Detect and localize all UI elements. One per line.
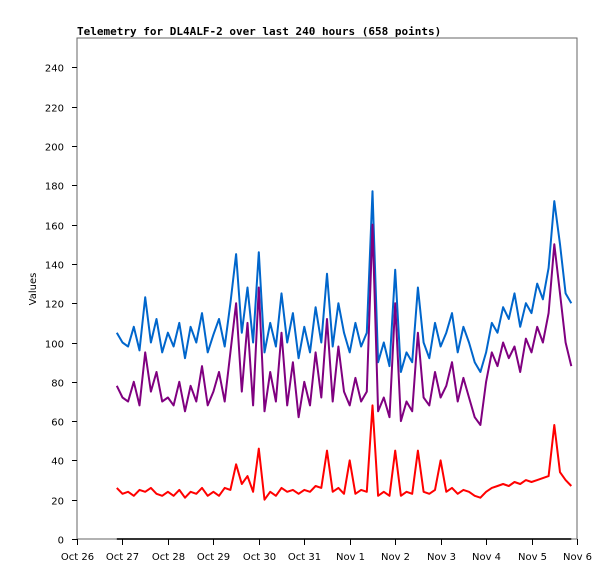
x-tick-label: Oct 26 bbox=[61, 552, 94, 563]
chart-title: Telemetry for DL4ALF-2 over last 240 hou… bbox=[77, 25, 441, 38]
x-tick-label: Oct 30 bbox=[243, 552, 276, 563]
series-line-purple bbox=[115, 223, 573, 426]
y-tick-label: 180 bbox=[45, 182, 64, 193]
y-axis-label: Values bbox=[28, 273, 39, 306]
x-tick-label: Nov 2 bbox=[381, 552, 410, 563]
y-tick-label: 40 bbox=[51, 457, 64, 468]
x-tick-label: Oct 28 bbox=[152, 552, 185, 563]
x-tick-label: Nov 6 bbox=[563, 552, 592, 563]
y-tick-label: 80 bbox=[51, 379, 64, 390]
plot-frame bbox=[76, 37, 578, 540]
x-tick-label: Nov 5 bbox=[518, 552, 547, 563]
y-tick-label: 200 bbox=[45, 143, 64, 154]
x-tick-label: Oct 29 bbox=[197, 552, 230, 563]
y-tick-label: 140 bbox=[45, 261, 64, 272]
x-tick-label: Nov 3 bbox=[427, 552, 456, 563]
y-tick-label: 100 bbox=[45, 340, 64, 351]
y-tick-label: 60 bbox=[51, 418, 64, 429]
series-line-blue bbox=[115, 190, 573, 373]
y-tick-label: 160 bbox=[45, 222, 64, 233]
x-tick-label: Oct 27 bbox=[106, 552, 139, 563]
y-tick-label: 20 bbox=[51, 497, 64, 508]
series-layer bbox=[115, 190, 573, 540]
series-line-red bbox=[116, 404, 573, 501]
x-tick-label: Nov 1 bbox=[336, 552, 365, 563]
y-axis: 0 20 40 60 80 100 120 140 160 180 200 220 240 bbox=[45, 64, 77, 547]
x-tick-label: Oct 31 bbox=[288, 552, 321, 563]
y-tick-label: 120 bbox=[45, 300, 64, 311]
x-tick-label: Nov 4 bbox=[472, 552, 501, 563]
y-tick-label: 240 bbox=[45, 64, 64, 75]
y-tick-label: 0 bbox=[58, 536, 64, 547]
x-axis: Oct 26 Oct 27 Oct 28 Oct 29 Oct 30 Oct 31 Nov … bbox=[61, 539, 592, 563]
y-tick-label: 220 bbox=[45, 104, 64, 115]
